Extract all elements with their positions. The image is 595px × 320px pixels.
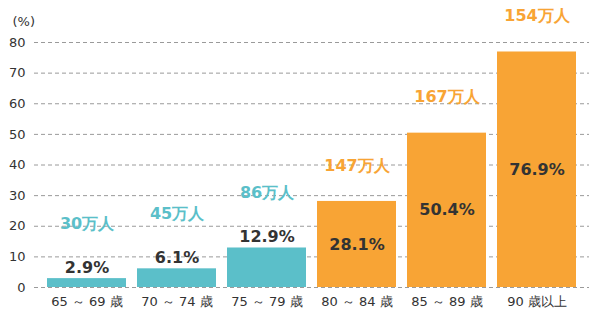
svg-text:80 ～ 84 歳: 80 ～ 84 歳 — [321, 294, 392, 309]
svg-text:2.9%: 2.9% — [65, 258, 109, 277]
svg-text:70: 70 — [9, 65, 26, 80]
svg-text:90 歳以上: 90 歳以上 — [507, 294, 567, 309]
svg-text:65 ～ 69 歳: 65 ～ 69 歳 — [51, 294, 122, 309]
svg-text:167万人: 167万人 — [414, 87, 480, 106]
svg-text:70 ～ 74 歳: 70 ～ 74 歳 — [141, 294, 212, 309]
svg-text:12.9%: 12.9% — [239, 227, 295, 246]
svg-text:50.4%: 50.4% — [419, 200, 475, 219]
svg-text:50: 50 — [9, 127, 26, 142]
svg-text:60: 60 — [9, 96, 26, 111]
svg-text:20: 20 — [9, 218, 26, 233]
svg-text:76.9%: 76.9% — [509, 160, 565, 179]
svg-text:30: 30 — [9, 188, 26, 203]
svg-text:0: 0 — [17, 280, 25, 295]
svg-text:28.1%: 28.1% — [329, 235, 385, 254]
svg-text:154万人: 154万人 — [504, 6, 570, 25]
svg-text:147万人: 147万人 — [324, 156, 390, 175]
svg-text:85 ～ 89 歳: 85 ～ 89 歳 — [411, 294, 482, 309]
svg-text:6.1%: 6.1% — [155, 248, 199, 267]
svg-text:10: 10 — [9, 249, 26, 264]
svg-text:75 ～ 79 歳: 75 ～ 79 歳 — [231, 294, 302, 309]
svg-text:86万人: 86万人 — [240, 183, 295, 202]
svg-text:(%): (%) — [13, 14, 36, 29]
svg-text:30万人: 30万人 — [60, 214, 115, 233]
svg-text:80: 80 — [9, 35, 26, 50]
svg-text:45万人: 45万人 — [150, 204, 205, 223]
svg-text:40: 40 — [9, 157, 26, 172]
